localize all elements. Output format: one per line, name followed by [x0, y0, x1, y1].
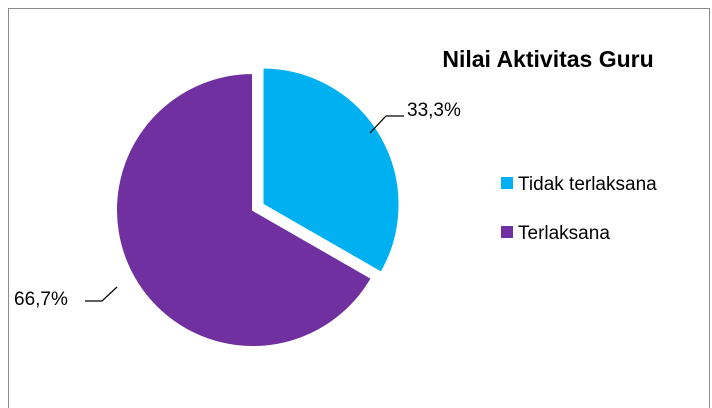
leader-lines: [85, 115, 404, 302]
pie-slice-terlaksana: [115, 71, 374, 348]
chart-title: Nilai Aktivitas Guru: [442, 46, 653, 72]
data-label-terlaksana: 66,7%: [14, 289, 68, 310]
legend-label-terlaksana: Terlaksana: [518, 223, 610, 244]
pie-chart: Nilai Aktivitas Guru 33,3% 66,7% Tidak t…: [14, 46, 657, 348]
data-label-tidak-terlaksana: 33,3%: [407, 100, 461, 121]
pie-slice-tidak-terlaksana: [261, 66, 401, 275]
chart-frame: [8, 8, 710, 408]
legend-swatch-terlaksana: [501, 226, 513, 238]
pie-slices: [115, 66, 401, 348]
legend-swatch-tidak-terlaksana: [501, 177, 513, 189]
leader-line-terlaksana: [85, 286, 118, 302]
leader-line-tidak-terlaksana: [369, 115, 404, 134]
legend: Tidak terlaksana Terlaksana: [501, 174, 657, 244]
legend-label-tidak-terlaksana: Tidak terlaksana: [518, 174, 657, 195]
